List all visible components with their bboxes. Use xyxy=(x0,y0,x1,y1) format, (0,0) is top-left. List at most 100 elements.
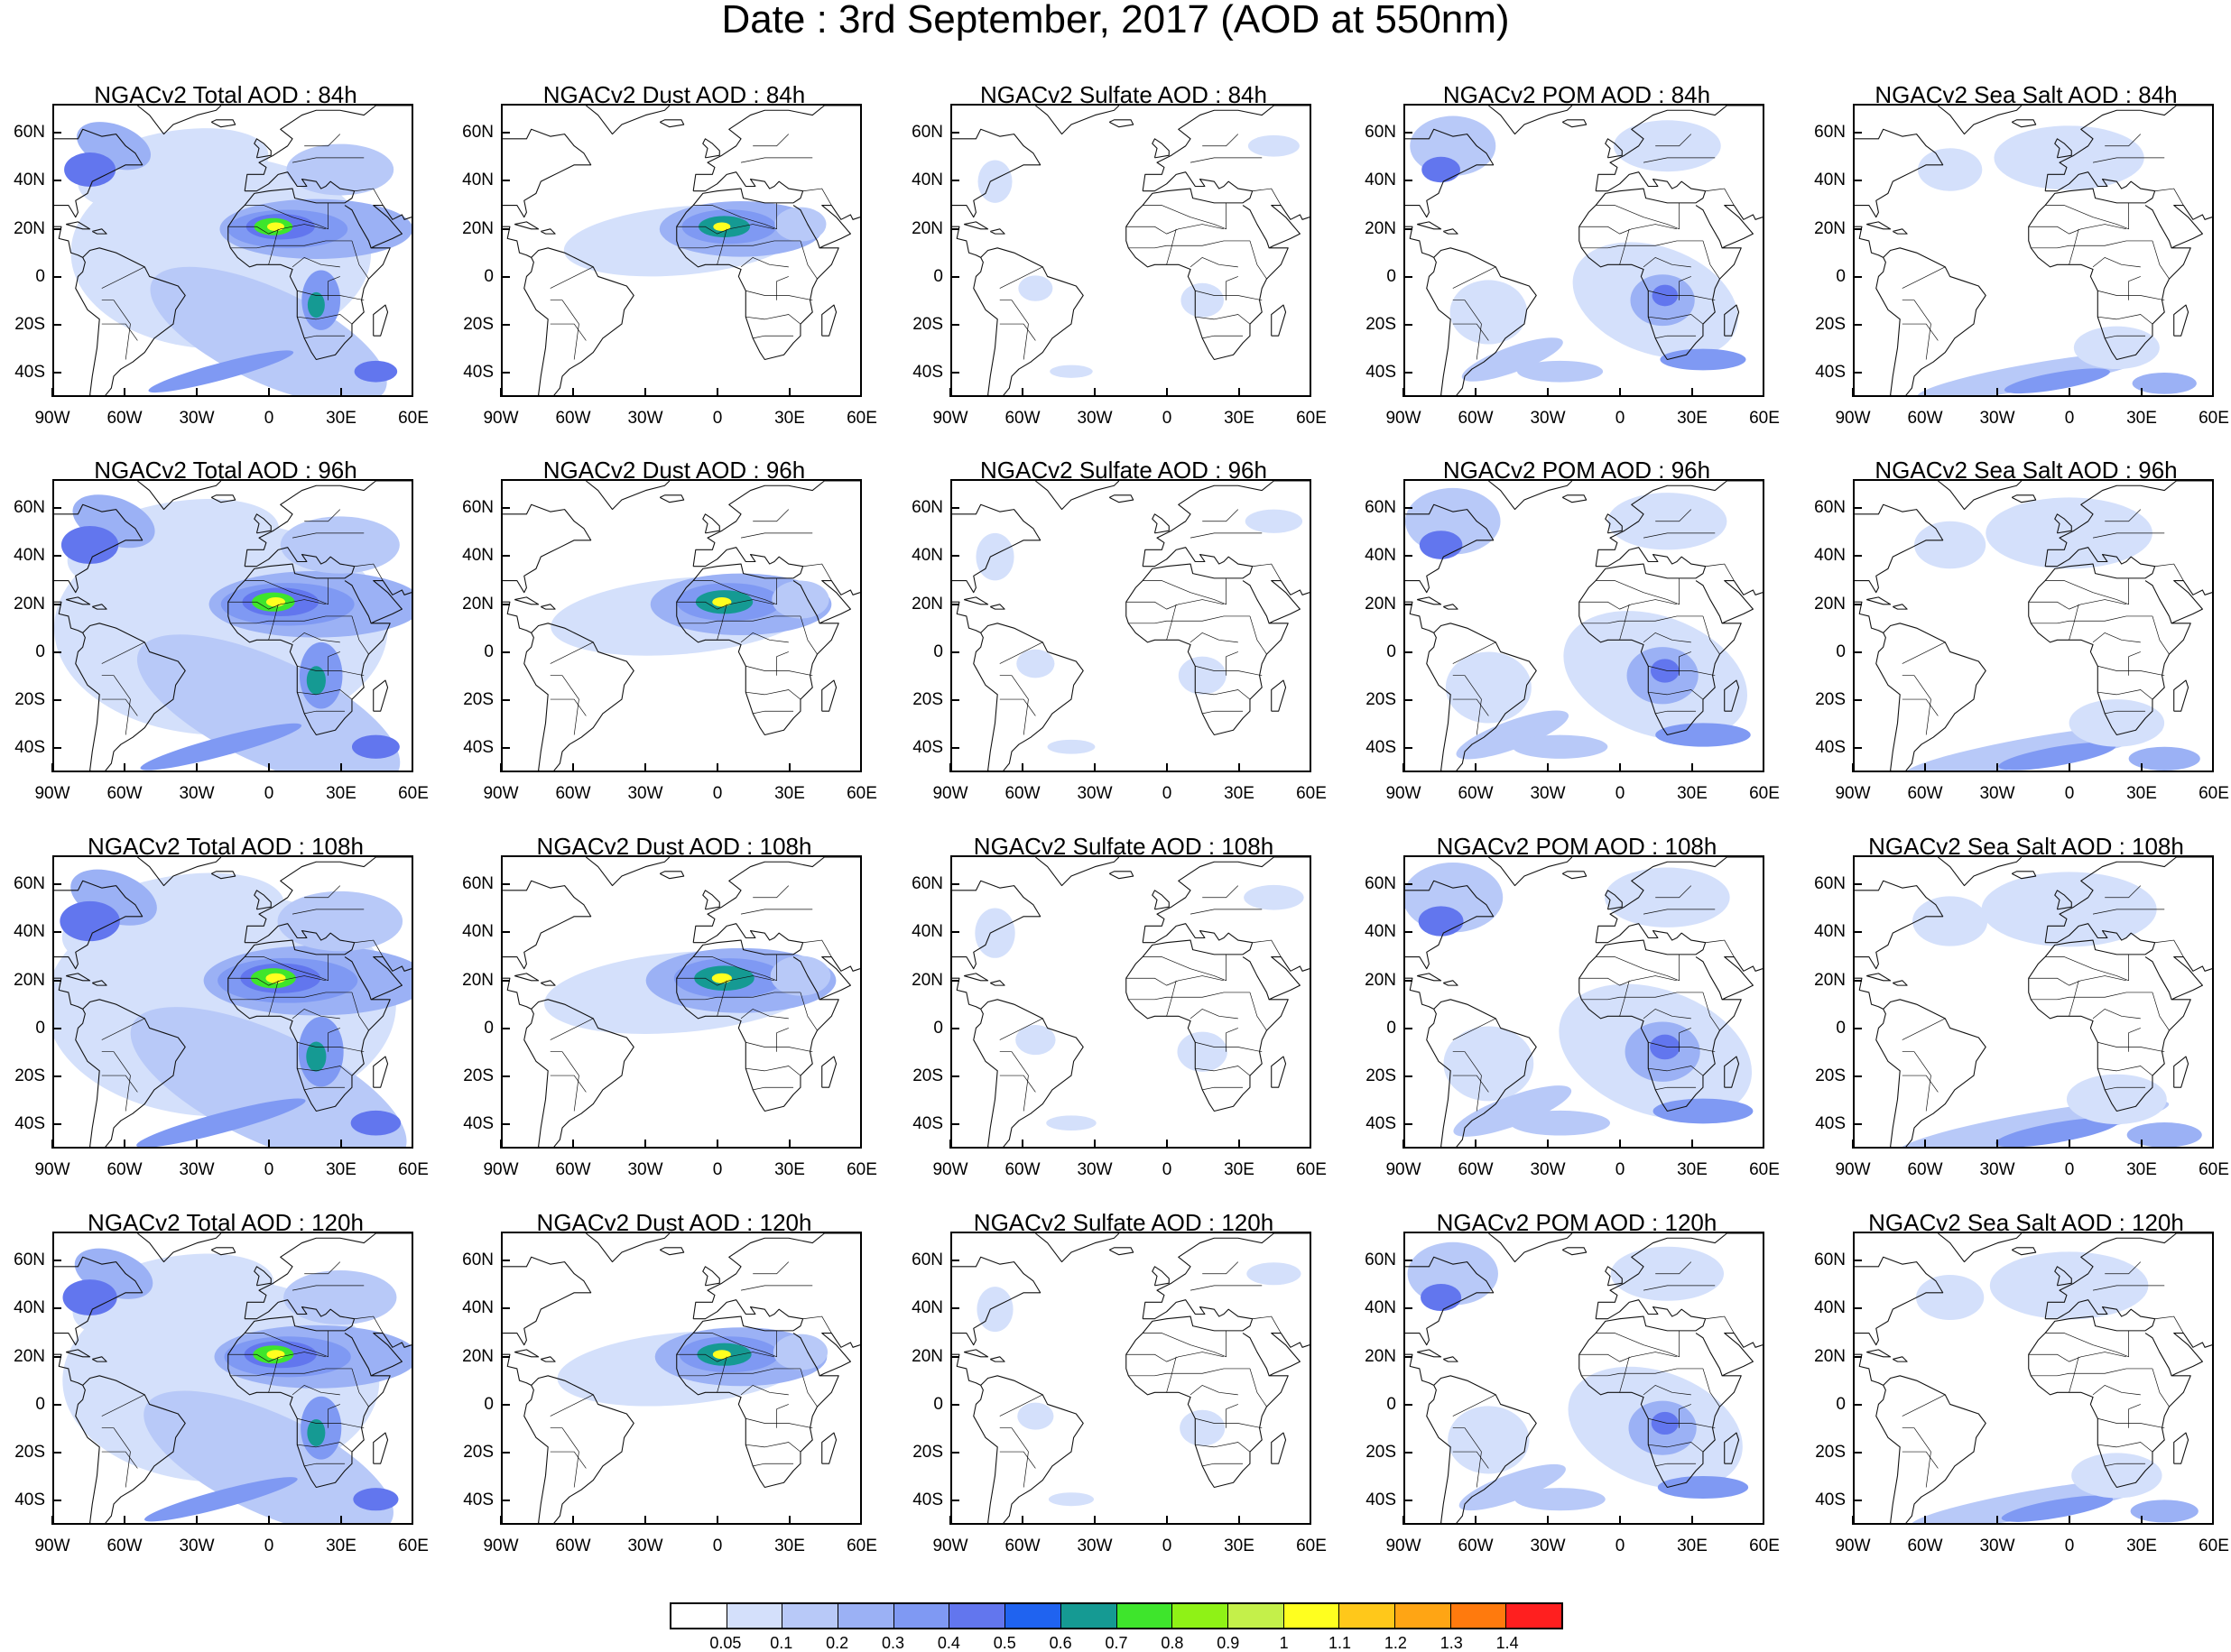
lat-tick-label: 40N xyxy=(912,171,943,190)
lat-tick xyxy=(1403,555,1412,558)
country-border xyxy=(1578,975,1678,986)
map-panel-seasalt: NGACv2 Sea Salt AOD : 108h 60N 40N 20N 0 20S 4… xyxy=(1801,833,2231,1204)
lat-tick-label: 20N xyxy=(1365,970,1396,990)
coastline xyxy=(2054,513,2072,534)
lon-tick xyxy=(572,388,574,397)
lon-tick xyxy=(1475,763,1477,772)
lat-tick-label: 0 xyxy=(1836,641,1846,661)
lat-tick xyxy=(52,1075,61,1078)
country-border xyxy=(550,266,594,289)
aod-field-region xyxy=(1914,521,1986,569)
coastline xyxy=(1855,977,1884,1010)
lon-tick xyxy=(124,1516,125,1525)
colorbar-label: 0.3 xyxy=(881,1634,905,1652)
map-panel-pom: NGACv2 POM AOD : 108h 60N 40N 20N 0 20S 40S 90W… xyxy=(1351,833,1802,1204)
lat-tick-label: 0 xyxy=(933,1394,943,1414)
coastline xyxy=(1724,1432,1740,1464)
country-border xyxy=(328,276,340,300)
country-border xyxy=(2092,632,2141,643)
lon-tick xyxy=(1238,1516,1240,1525)
country-border xyxy=(745,290,813,301)
country-border xyxy=(1679,1028,1691,1052)
coastline xyxy=(1875,999,1986,1147)
country-border xyxy=(292,632,340,643)
country-border xyxy=(1125,975,1225,986)
lon-tick xyxy=(196,763,198,772)
coastline xyxy=(1417,973,1442,982)
coastline xyxy=(1695,956,1723,1001)
country-border xyxy=(297,689,353,700)
country-border xyxy=(1619,1356,1630,1393)
country-border xyxy=(2105,1463,2146,1467)
aod-field-region xyxy=(306,1041,327,1072)
country-border xyxy=(1902,1394,1946,1417)
map-plot-area xyxy=(950,855,1311,1149)
country-border xyxy=(227,224,327,235)
lat-tick-label: 40S xyxy=(463,738,494,758)
lon-tick xyxy=(412,763,413,772)
aod-field-region xyxy=(1246,1262,1301,1286)
country-border xyxy=(776,651,789,676)
coastline xyxy=(676,1299,860,1489)
lon-tick-label: 0 xyxy=(1162,1537,1172,1555)
aod-field-region xyxy=(1443,1026,1534,1102)
lat-tick xyxy=(52,1027,61,1029)
lon-tick-label: 60W xyxy=(555,1537,591,1555)
lon-tick xyxy=(124,388,125,397)
lat-tick-label: 40N xyxy=(912,922,943,942)
country-border xyxy=(1252,188,1282,206)
lon-tick xyxy=(1924,1516,1926,1525)
coastline xyxy=(1405,880,1495,970)
coastline xyxy=(990,1356,1005,1362)
country-border xyxy=(1125,599,1225,610)
lon-tick-label: 90W xyxy=(483,409,519,428)
country-border xyxy=(999,300,1029,360)
coastline xyxy=(1142,106,1310,191)
country-border xyxy=(2031,240,2152,249)
coastline xyxy=(2011,1247,2037,1256)
map-canvas xyxy=(1855,481,2212,771)
lon-tick xyxy=(860,1140,862,1149)
colorbar-label: 0.2 xyxy=(826,1634,849,1652)
country-border xyxy=(776,1028,789,1052)
country-border xyxy=(1252,939,1282,957)
lon-tick xyxy=(717,1140,718,1149)
country-border xyxy=(2069,1356,2079,1393)
lon-tick-label: 90W xyxy=(1385,1160,1421,1179)
country-border xyxy=(550,1451,587,1469)
lat-tick xyxy=(1853,372,1862,374)
country-border xyxy=(1679,651,1691,676)
country-border xyxy=(351,615,369,655)
country-border xyxy=(999,675,1029,735)
colorbar-label: 0.6 xyxy=(1049,1634,1072,1652)
country-border xyxy=(1166,1356,1177,1393)
lat-tick xyxy=(950,882,959,885)
lon-tick-label: 30W xyxy=(627,1537,663,1555)
lon-tick-label: 0 xyxy=(2064,784,2075,803)
coastline xyxy=(702,138,720,159)
country-border xyxy=(676,1352,775,1362)
coastline xyxy=(821,679,838,712)
coastline xyxy=(1142,857,1310,943)
country-border xyxy=(1902,1427,1931,1488)
lon-tick xyxy=(500,388,502,397)
aod-field-region xyxy=(1445,651,1532,724)
lat-tick xyxy=(501,1027,510,1029)
country-border xyxy=(1596,1330,1680,1358)
lon-tick-label: 60E xyxy=(847,409,877,428)
aod-field-region xyxy=(1419,531,1463,559)
aod-field-region xyxy=(1245,509,1303,533)
lat-tick xyxy=(950,1123,959,1126)
coastline xyxy=(244,481,412,567)
lat-tick xyxy=(950,227,959,230)
lon-tick-label: 60W xyxy=(106,784,143,803)
aod-field-region xyxy=(1650,659,1680,683)
coastline xyxy=(1405,128,1495,218)
lat-tick xyxy=(501,1307,510,1310)
lon-tick-label: 60E xyxy=(2199,784,2229,803)
lat-tick-label: 60N xyxy=(912,1250,943,1269)
country-border xyxy=(1655,335,1697,339)
coastline xyxy=(1695,1333,1723,1377)
lat-tick-label: 20N xyxy=(912,218,943,238)
country-border xyxy=(693,577,777,605)
